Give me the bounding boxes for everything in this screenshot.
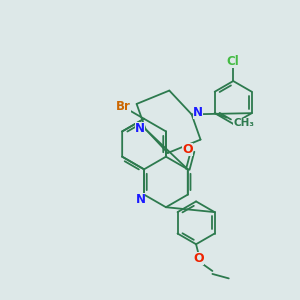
Text: Cl: Cl: [227, 55, 240, 68]
Text: O: O: [194, 252, 204, 265]
Text: O: O: [182, 143, 193, 156]
Text: Br: Br: [116, 100, 131, 113]
Text: N: N: [193, 106, 202, 119]
Text: N: N: [135, 122, 145, 135]
Text: N: N: [136, 193, 146, 206]
Text: CH₃: CH₃: [233, 118, 254, 128]
